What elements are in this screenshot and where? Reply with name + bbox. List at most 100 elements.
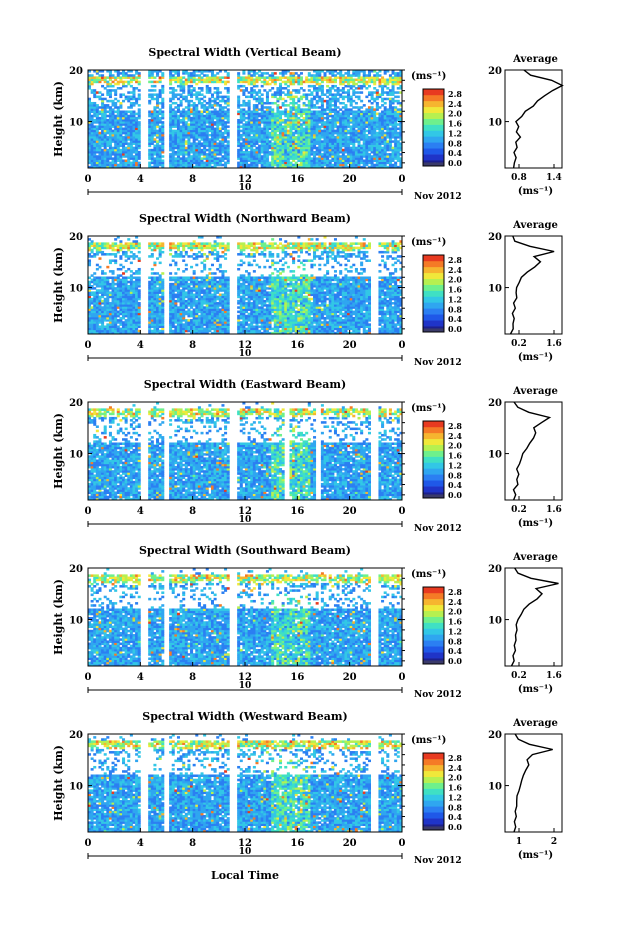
heatmap-cell <box>124 165 128 169</box>
heatmap-cell <box>365 133 369 137</box>
heatmap-cell <box>333 76 337 79</box>
heatmap-cell <box>341 150 345 154</box>
heatmap-cell <box>88 259 92 262</box>
heatmap-cell <box>132 101 136 105</box>
heatmap-cell <box>171 95 175 99</box>
heatmap-cell <box>190 80 194 84</box>
heatmap-cell <box>394 114 398 118</box>
heatmap-cell <box>250 70 254 73</box>
heatmap-cell <box>289 101 293 105</box>
heatmap-cell <box>93 325 97 329</box>
heatmap-cell <box>265 106 269 109</box>
heatmap-cell <box>258 74 262 77</box>
heatmap-cell <box>315 159 319 163</box>
heatmap-cell <box>352 93 356 96</box>
heatmap-cell <box>381 91 385 94</box>
heatmap-cell <box>347 131 351 135</box>
heatmap-cell <box>339 146 343 150</box>
heatmap-cell <box>153 116 157 120</box>
heatmap-cell <box>129 293 133 297</box>
heatmap-cell <box>328 76 332 79</box>
heatmap-cell <box>129 312 133 316</box>
heatmap-cell <box>263 131 267 135</box>
heatmap-cell <box>318 138 322 141</box>
heatmap-cell <box>271 125 275 128</box>
heatmap-cell <box>344 136 348 139</box>
heatmap-cell <box>176 106 180 109</box>
heatmap-cell <box>108 244 112 248</box>
heatmap-cell <box>174 80 178 84</box>
heatmap-cell <box>182 129 186 133</box>
heatmap-cell <box>122 316 126 320</box>
heatmap-cell <box>187 106 191 109</box>
colorbar-tick-label: 2.4 <box>448 99 462 109</box>
heatmap-cell <box>370 125 374 128</box>
heatmap-cell <box>90 242 94 245</box>
heatmap-cell <box>315 87 319 90</box>
heatmap-cell <box>255 136 259 139</box>
heatmap-cell <box>349 87 353 90</box>
heatmap-cell <box>106 161 110 165</box>
heatmap-cell <box>362 148 366 152</box>
heatmap-cell <box>108 323 112 326</box>
heatmap-cell <box>245 123 249 126</box>
heatmap-cell <box>127 82 131 86</box>
heatmap-cell <box>93 312 97 316</box>
heatmap-cell <box>148 153 152 156</box>
colorbar-floor <box>423 162 444 166</box>
heatmap-cell <box>103 304 107 307</box>
heatmap-cell <box>205 136 209 139</box>
heatmap-cell <box>98 110 102 114</box>
heatmap-cell <box>252 112 256 116</box>
heatmap-cell <box>192 165 196 169</box>
heatmap-cell <box>263 138 267 141</box>
heatmap-cell <box>399 84 403 88</box>
heatmap-cell <box>150 248 154 252</box>
heatmap-cell <box>318 76 322 79</box>
heatmap-cell <box>116 99 120 103</box>
heatmap-cell <box>318 121 322 124</box>
heatmap-cell <box>341 110 345 114</box>
heatmap-cell <box>323 146 327 150</box>
heatmap-cell <box>247 106 251 109</box>
heatmap-cell <box>179 163 183 167</box>
heatmap-cell <box>95 133 99 137</box>
heatmap-cell <box>124 278 128 282</box>
heatmap-cell <box>365 142 369 145</box>
heatmap-cell <box>150 285 154 288</box>
heatmap-cell <box>153 163 157 167</box>
heatmap-cell <box>90 314 94 318</box>
heatmap-cell <box>310 91 314 94</box>
heatmap-cell <box>297 121 301 124</box>
heatmap-cell <box>101 295 105 299</box>
heatmap-cell <box>197 157 201 160</box>
heatmap-cell <box>224 106 228 109</box>
heatmap-cell <box>108 82 112 86</box>
heatmap-cell <box>237 110 241 114</box>
heatmap-cell <box>399 101 403 105</box>
heatmap-cell <box>263 82 267 86</box>
heatmap-cell <box>347 123 351 126</box>
heatmap-cell <box>171 121 175 124</box>
heatmap-cell <box>383 101 387 105</box>
heatmap-cell <box>299 155 303 158</box>
heatmap-cell <box>310 93 314 96</box>
heatmap-cell <box>360 161 364 165</box>
heatmap-cell <box>286 95 290 99</box>
heatmap-cell <box>252 72 256 75</box>
heatmap-cell <box>116 297 120 301</box>
heatmap-cell <box>349 155 353 158</box>
heatmap-cell <box>365 87 369 90</box>
heatmap-cell <box>127 74 131 77</box>
heatmap-cell <box>347 108 351 111</box>
heatmap-cell <box>305 136 309 139</box>
heatmap-cell <box>271 123 275 126</box>
heatmap-cell <box>399 127 403 131</box>
heatmap-cell <box>299 108 303 111</box>
heatmap-cell <box>297 82 301 86</box>
heatmap-cell <box>208 89 212 92</box>
heatmap-cell <box>265 131 269 135</box>
heatmap-cell <box>383 112 387 116</box>
heatmap-cell <box>114 259 118 262</box>
heatmap-cell <box>213 104 217 107</box>
